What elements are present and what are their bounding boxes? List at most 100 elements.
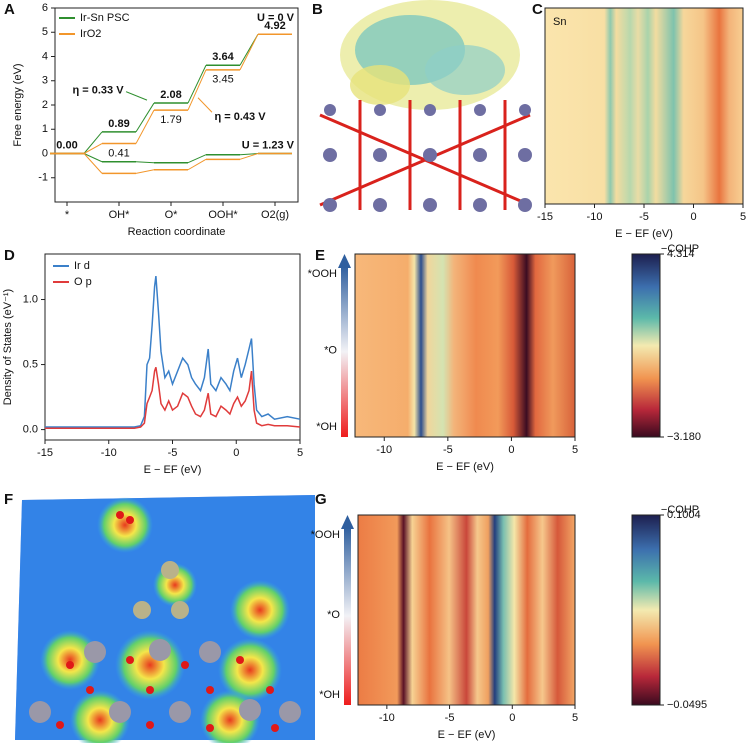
heatmap xyxy=(545,8,743,204)
x-tick-label: -5 xyxy=(445,712,455,724)
colorbar-title: −COHP xyxy=(661,243,699,255)
y-tick-label: 1.0 xyxy=(23,293,38,305)
annotation: η = 0.43 V xyxy=(214,111,266,123)
plot-frame xyxy=(357,514,576,706)
x-tick-label: -10 xyxy=(376,444,392,456)
x-tick-label: 0 xyxy=(509,712,515,724)
energy-connector xyxy=(187,69,207,111)
x-axis-label: E − EF (eV) xyxy=(438,729,496,741)
x-axis-label: E − EF (eV) xyxy=(144,464,202,476)
plot-frame xyxy=(354,253,576,438)
energy-connector xyxy=(83,153,103,163)
x-tick-label: O* xyxy=(165,209,179,221)
energy-connector xyxy=(239,33,259,71)
energy-connector xyxy=(239,153,259,156)
colorbar-title: −COHP xyxy=(661,504,699,516)
y-category-label: *OH xyxy=(316,421,337,433)
panel-letter: A xyxy=(4,1,15,18)
y-axis-label: Density of States (eV⁻¹) xyxy=(2,289,14,405)
energy-connector xyxy=(187,154,207,164)
x-tick-label: -5 xyxy=(443,444,453,456)
energy-connector xyxy=(187,158,207,171)
y-tick-label: 0 xyxy=(42,147,48,159)
y-tick-label: 2 xyxy=(42,99,48,111)
y-tick-label: 0.0 xyxy=(23,424,38,436)
y-tick-label: 6 xyxy=(42,2,48,14)
x-tick-label: 5 xyxy=(740,211,746,223)
x-tick-label: -10 xyxy=(379,712,395,724)
x-tick-label: O2(g) xyxy=(261,209,289,221)
trend-arrow-head xyxy=(338,254,351,268)
x-tick-label: * xyxy=(65,209,70,221)
energy-connector xyxy=(83,131,103,154)
annotation-arrow xyxy=(197,97,213,113)
annotation: η = 0.33 V xyxy=(72,84,124,96)
legend-label: Ir d xyxy=(74,260,90,272)
colorbar-tick-label: −3.180 xyxy=(667,431,701,443)
colorbar xyxy=(631,514,661,706)
x-tick-label: 5 xyxy=(297,447,303,459)
trend-arrow-head xyxy=(341,515,354,529)
x-tick-label: 0 xyxy=(233,447,239,459)
energy-connector xyxy=(83,153,103,174)
energy-connector xyxy=(187,65,207,104)
charge-density-image-f xyxy=(15,495,315,743)
x-axis-label: Reaction coordinate xyxy=(128,226,226,238)
value-label: 3.45 xyxy=(212,74,233,86)
trend-arrow xyxy=(344,527,351,705)
structure-image-b xyxy=(319,0,532,212)
y-category-label: *OOH xyxy=(308,268,337,280)
x-tick-label: OOH* xyxy=(208,209,238,221)
y-tick-label: 1 xyxy=(42,123,48,135)
x-tick-label: 5 xyxy=(572,712,578,724)
value-label: 0.00 xyxy=(56,139,77,151)
dos-line xyxy=(45,366,301,430)
y-axis-label: Free energy (eV) xyxy=(12,63,24,146)
energy-connector xyxy=(135,109,155,144)
x-tick-label: -15 xyxy=(37,447,53,459)
heatmap xyxy=(355,254,575,437)
y-category-label: *OOH xyxy=(311,529,340,541)
y-tick-label: 5 xyxy=(42,26,48,38)
value-label: 1.79 xyxy=(160,114,181,126)
x-tick-label: 5 xyxy=(572,444,578,456)
y-tick-label: 0.5 xyxy=(23,358,38,370)
dos-line xyxy=(45,276,301,428)
panel-letter: F xyxy=(4,491,13,508)
x-tick-label: -10 xyxy=(101,447,117,459)
value-label: 4.92 xyxy=(264,20,285,32)
x-tick-label: -10 xyxy=(587,211,603,223)
energy-connector xyxy=(135,102,155,133)
y-category-label: *O xyxy=(327,609,340,621)
y-category-label: *O xyxy=(324,344,337,356)
y-tick-label: 3 xyxy=(42,75,48,87)
energy-connector xyxy=(135,169,155,174)
value-label: 0.41 xyxy=(108,147,129,159)
value-label: 2.08 xyxy=(160,89,181,101)
colorbar-tick-label: −0.0495 xyxy=(667,699,707,711)
panel-letter: D xyxy=(4,247,15,264)
energy-connector xyxy=(239,153,259,160)
y-tick-label: 4 xyxy=(42,50,48,62)
panel-letter: B xyxy=(312,1,323,18)
panel-letter: G xyxy=(315,491,327,508)
colorbar xyxy=(631,253,661,438)
annotation: U = 1.23 V xyxy=(242,139,295,151)
energy-connector xyxy=(135,161,155,164)
legend-label: IrO2 xyxy=(80,28,101,40)
panel-label-text: Sn xyxy=(553,16,566,28)
value-label: 0.89 xyxy=(108,118,129,130)
x-tick-label: -5 xyxy=(168,447,178,459)
legend-label: O p xyxy=(74,276,92,288)
legend-label: Ir-Sn PSC xyxy=(80,12,130,24)
heatmap xyxy=(358,515,575,705)
y-category-label: *OH xyxy=(319,689,340,701)
x-tick-label: OH* xyxy=(109,209,131,221)
annotation-arrow xyxy=(125,91,148,101)
energy-connector xyxy=(83,143,103,154)
annotation: U = 0 V xyxy=(257,12,295,24)
colorbar-tick-label: 0.1004 xyxy=(667,509,701,521)
y-tick-label: -1 xyxy=(38,172,48,184)
x-tick-label: -15 xyxy=(537,211,553,223)
